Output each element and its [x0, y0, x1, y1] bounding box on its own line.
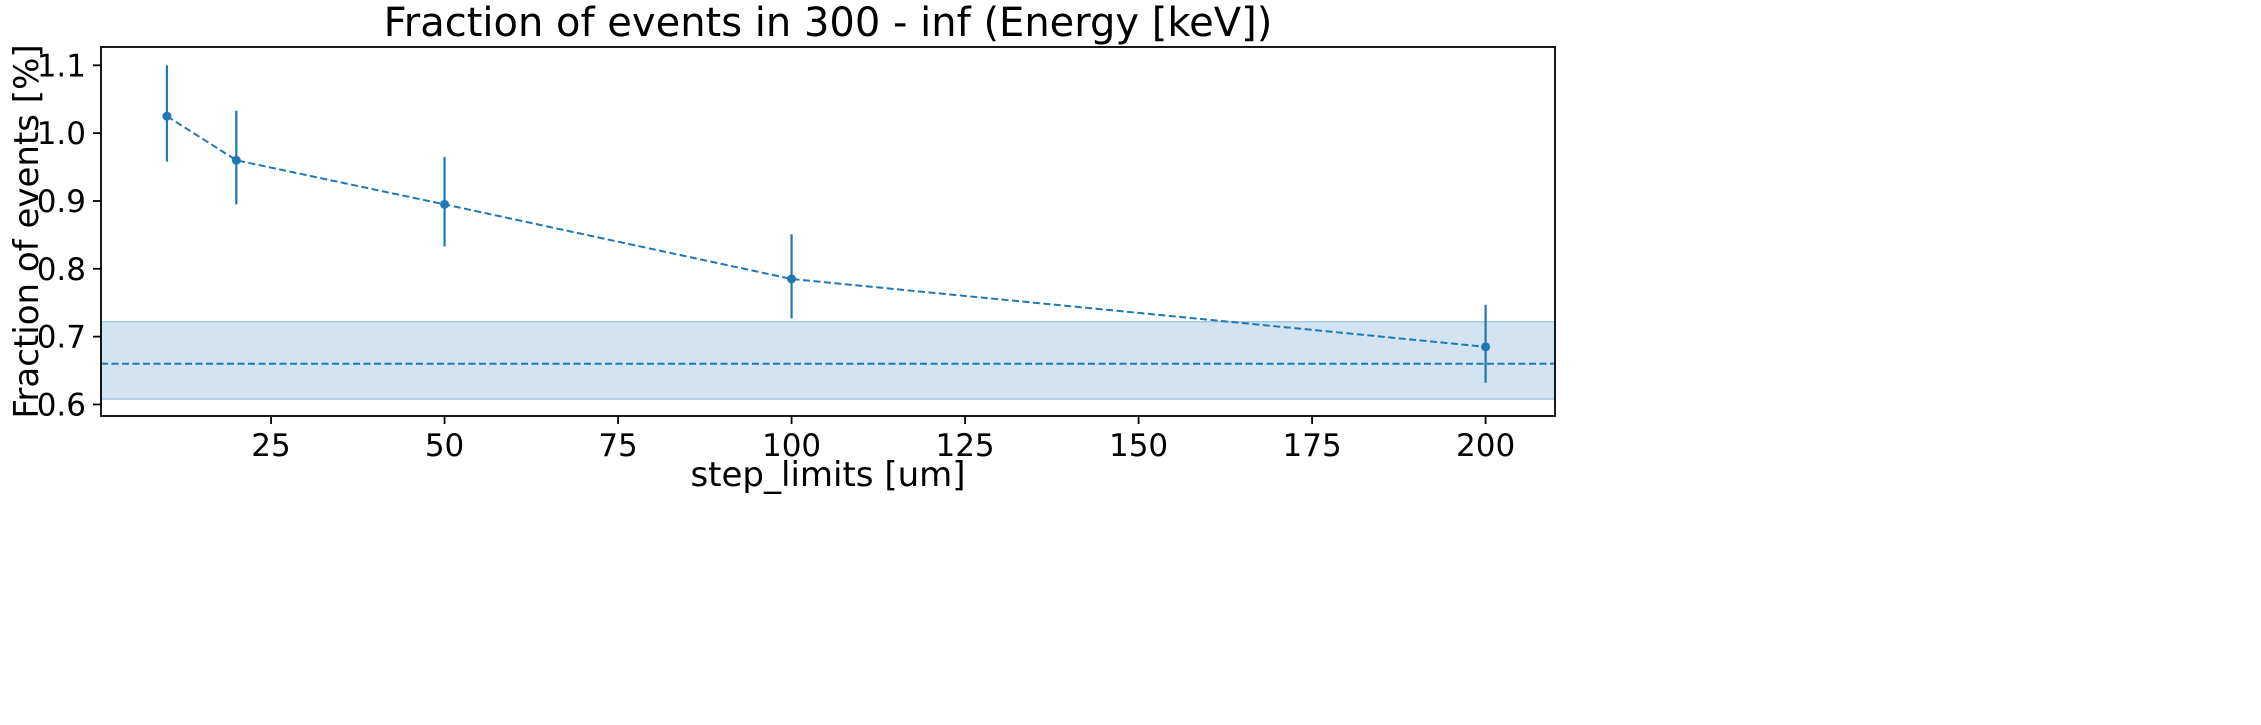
x-axis-title: step_limits [um] [690, 455, 965, 495]
data-point [1481, 342, 1491, 352]
y-tick-label: 0.6 [37, 387, 86, 423]
x-tick-label: 200 [1456, 428, 1515, 464]
data-point [231, 155, 241, 165]
y-tick-label: 1.0 [37, 116, 86, 152]
y-axis-title: Fraction of events [%] [7, 44, 47, 418]
data-point [787, 274, 797, 284]
reference-band [100, 320, 1556, 400]
y-tick-label: 0.8 [37, 252, 86, 288]
x-axis: 25 50 75 100 125 150 175 200 [251, 416, 1515, 464]
x-tick-label: 150 [1109, 428, 1168, 464]
data-point [440, 199, 450, 209]
y-tick-label: 1.1 [37, 48, 86, 84]
x-tick-label: 75 [598, 428, 637, 464]
x-tick-label: 100 [762, 428, 821, 464]
x-tick-label: 25 [251, 428, 290, 464]
y-tick-label: 0.9 [37, 184, 86, 220]
axes-frame [100, 46, 1556, 417]
data-point [162, 111, 172, 121]
chart-title: Fraction of events in 300 - inf (Energy … [384, 0, 1273, 46]
y-axis: 0.6 0.7 0.8 0.9 1.0 1.1 [37, 48, 101, 423]
y-tick-label: 0.7 [37, 320, 86, 356]
x-tick-label: 175 [1283, 428, 1342, 464]
x-tick-label: 125 [935, 428, 994, 464]
x-tick-label: 50 [425, 428, 464, 464]
plot-area [100, 65, 1556, 400]
